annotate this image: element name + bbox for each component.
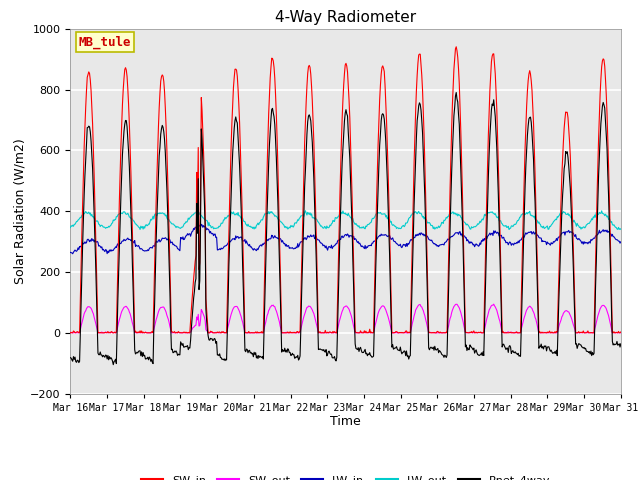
Title: 4-Way Radiometer: 4-Way Radiometer [275, 10, 416, 25]
LW_in [134, 243, 141, 249]
LW_out [430, 224, 438, 230]
SW_out [617, 330, 625, 336]
SW_out [429, 330, 437, 336]
LW_out [190, 211, 198, 217]
SW_in [218, 329, 226, 335]
SW_in [413, 87, 420, 93]
LW_in [69, 251, 77, 257]
SW_in [189, 286, 196, 291]
SW_out [134, 330, 141, 336]
Legend: SW_in, SW_out, LW_in, LW_out, Rnet_4way: SW_in, SW_out, LW_in, LW_out, Rnet_4way [136, 470, 555, 480]
Rnet_4way [190, 295, 198, 301]
Rnet_4way [429, 344, 437, 350]
LW_out [136, 227, 144, 232]
SW_out [190, 324, 198, 330]
Rnet_4way [109, 362, 117, 368]
X-axis label: Time: Time [330, 415, 361, 429]
Rnet_4way [67, 355, 74, 360]
LW_in [617, 239, 625, 245]
Rnet_4way [617, 341, 625, 347]
Rnet_4way [413, 118, 421, 123]
Rnet_4way [452, 90, 460, 96]
Line: Rnet_4way: Rnet_4way [70, 93, 621, 365]
LW_in [198, 221, 205, 227]
SW_out [69, 330, 77, 336]
Rnet_4way [77, 328, 84, 334]
LW_in [190, 226, 198, 231]
Line: LW_out: LW_out [70, 211, 621, 229]
Y-axis label: Solar Radiation (W/m2): Solar Radiation (W/m2) [13, 138, 26, 284]
LW_in [77, 243, 85, 249]
SW_in [77, 296, 84, 301]
Rnet_4way [134, 350, 141, 356]
Text: MB_tule: MB_tule [79, 35, 131, 48]
LW_out [77, 215, 84, 220]
LW_out [133, 222, 141, 228]
Line: SW_out: SW_out [70, 304, 621, 333]
LW_out [193, 208, 200, 214]
LW_out [414, 210, 422, 216]
SW_out [219, 329, 227, 335]
SW_out [67, 329, 74, 335]
SW_in [452, 44, 460, 49]
SW_in [429, 330, 436, 336]
LW_out [220, 217, 227, 223]
LW_out [67, 225, 74, 230]
Rnet_4way [219, 356, 227, 362]
SW_out [413, 304, 421, 310]
Line: SW_in: SW_in [70, 47, 621, 333]
SW_in [617, 329, 625, 335]
LW_out [617, 227, 625, 232]
SW_out [77, 323, 85, 329]
LW_in [67, 250, 74, 255]
SW_out [490, 301, 497, 307]
SW_in [67, 330, 74, 336]
LW_in [220, 245, 227, 251]
SW_in [133, 329, 141, 335]
Line: LW_in: LW_in [70, 224, 621, 254]
LW_in [414, 233, 422, 239]
LW_in [430, 241, 438, 247]
